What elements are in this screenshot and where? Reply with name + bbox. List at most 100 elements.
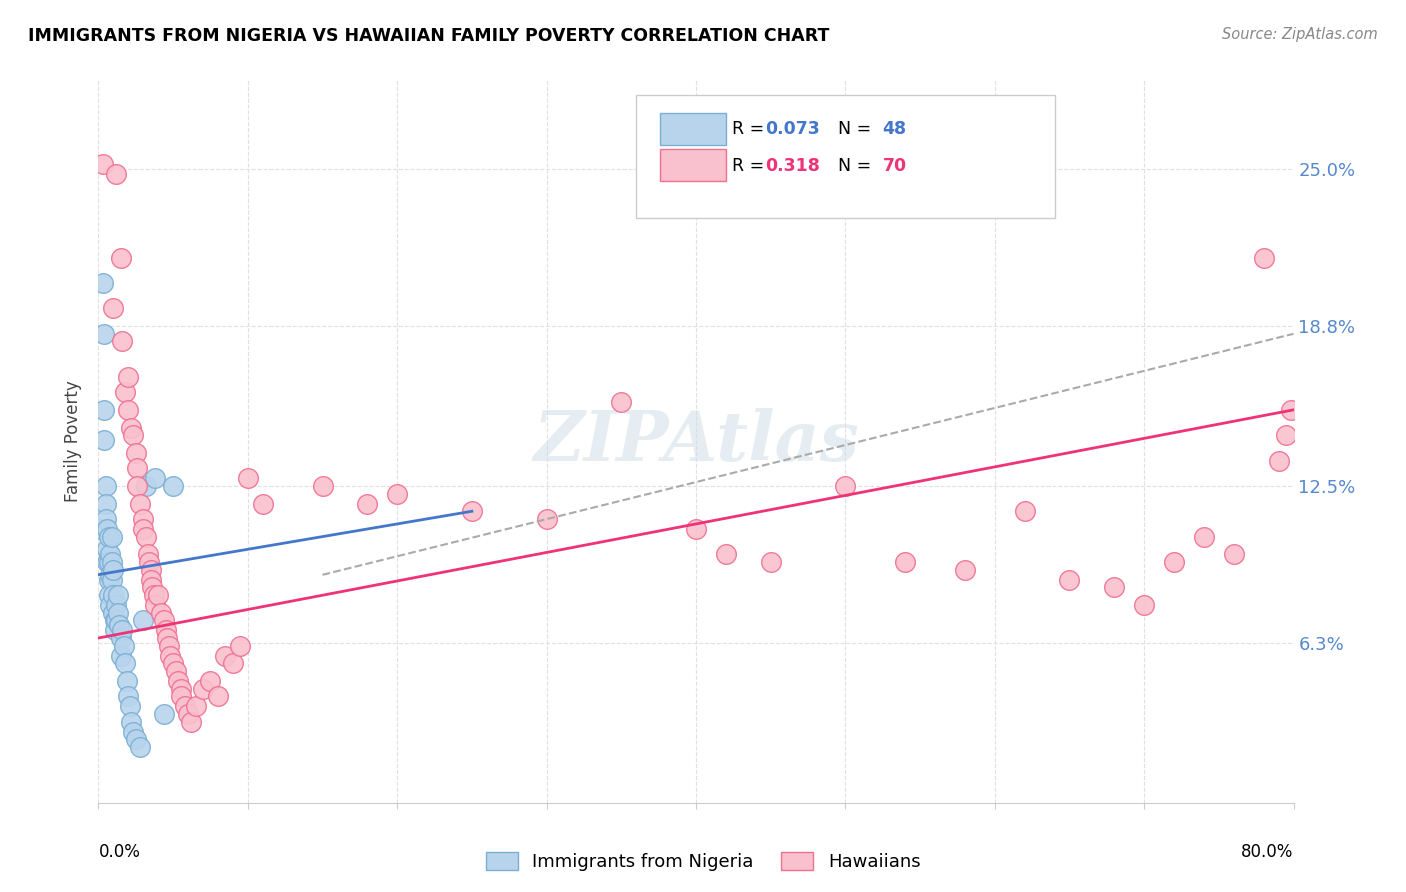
Point (148, 588, 170, 602)
Point (138, 555, 160, 569)
Point (97, 555, 120, 569)
Text: 0.0%: 0.0% (98, 843, 141, 861)
Point (108, 618, 131, 632)
Point (91, 157, 114, 171)
Point (120, 420, 142, 434)
Point (153, 707, 176, 722)
Point (121, 428, 143, 442)
Point (120, 714, 142, 729)
Point (169, 690, 191, 704)
Point (89, 522, 111, 536)
Text: ZIPAtlas: ZIPAtlas (533, 408, 859, 475)
Point (141, 580, 163, 594)
Point (93, 434, 115, 448)
Point (207, 690, 229, 704)
Point (103, 606, 125, 620)
Point (127, 479, 149, 493)
Point (132, 512, 155, 526)
Text: 80.0%: 80.0% (1241, 843, 1294, 861)
Text: R =: R = (733, 120, 769, 138)
Point (94, 497, 117, 511)
Point (150, 606, 173, 620)
Point (117, 402, 139, 417)
Point (98, 547, 122, 561)
Point (125, 732, 148, 747)
Point (157, 639, 180, 653)
Point (685, 522, 707, 536)
Point (1223, 547, 1246, 561)
Point (96, 555, 118, 569)
Point (107, 588, 129, 602)
Point (166, 674, 188, 689)
Point (714, 547, 737, 561)
Point (94, 479, 117, 493)
Point (101, 530, 124, 544)
Point (236, 471, 259, 485)
Point (132, 522, 155, 536)
Point (953, 563, 976, 577)
Point (1163, 555, 1185, 569)
Point (118, 699, 141, 714)
Point (1279, 402, 1302, 417)
Point (139, 563, 162, 577)
Point (1253, 251, 1275, 265)
Point (1133, 598, 1156, 612)
Point (162, 479, 184, 493)
Point (132, 613, 155, 627)
Point (191, 681, 214, 696)
Point (105, 598, 128, 612)
Point (135, 530, 157, 544)
Point (180, 714, 202, 729)
Point (136, 547, 159, 561)
Point (229, 639, 252, 653)
Point (117, 370, 139, 384)
Point (156, 631, 179, 645)
Point (104, 624, 127, 638)
Point (222, 657, 245, 671)
Point (894, 555, 917, 569)
Point (91, 276, 114, 290)
Legend: Immigrants from Nigeria, Hawaiians: Immigrants from Nigeria, Hawaiians (478, 845, 928, 879)
Point (97, 588, 120, 602)
Point (169, 681, 191, 696)
Point (159, 648, 181, 663)
Text: IMMIGRANTS FROM NIGERIA VS HAWAIIAN FAMILY POVERTY CORRELATION CHART: IMMIGRANTS FROM NIGERIA VS HAWAIIAN FAMI… (28, 27, 830, 45)
FancyBboxPatch shape (661, 112, 725, 145)
Point (610, 395, 633, 409)
Point (98, 598, 122, 612)
Point (1014, 504, 1036, 518)
Point (98, 567, 122, 582)
Point (356, 497, 378, 511)
Point (101, 573, 124, 587)
Point (155, 624, 177, 638)
Text: 48: 48 (883, 120, 907, 138)
Point (121, 724, 143, 739)
Point (1059, 573, 1081, 587)
Point (536, 512, 558, 526)
Point (112, 639, 135, 653)
Text: N =: N = (827, 120, 877, 138)
Point (103, 588, 125, 602)
Point (101, 555, 124, 569)
Text: 0.318: 0.318 (765, 156, 820, 175)
Point (93, 402, 115, 417)
Point (129, 739, 152, 754)
Point (104, 613, 127, 627)
Point (96, 542, 118, 557)
Text: 0.073: 0.073 (765, 120, 820, 138)
Point (97, 530, 120, 544)
Point (96, 522, 118, 536)
Point (129, 497, 152, 511)
Point (111, 624, 134, 638)
Point (1104, 580, 1126, 594)
Point (252, 497, 274, 511)
Point (311, 479, 333, 493)
Point (139, 573, 162, 587)
Point (125, 446, 148, 460)
Point (184, 699, 207, 714)
Point (135, 479, 157, 493)
Point (97, 573, 120, 587)
Point (111, 334, 134, 349)
Point (143, 471, 166, 485)
FancyBboxPatch shape (637, 95, 1054, 218)
